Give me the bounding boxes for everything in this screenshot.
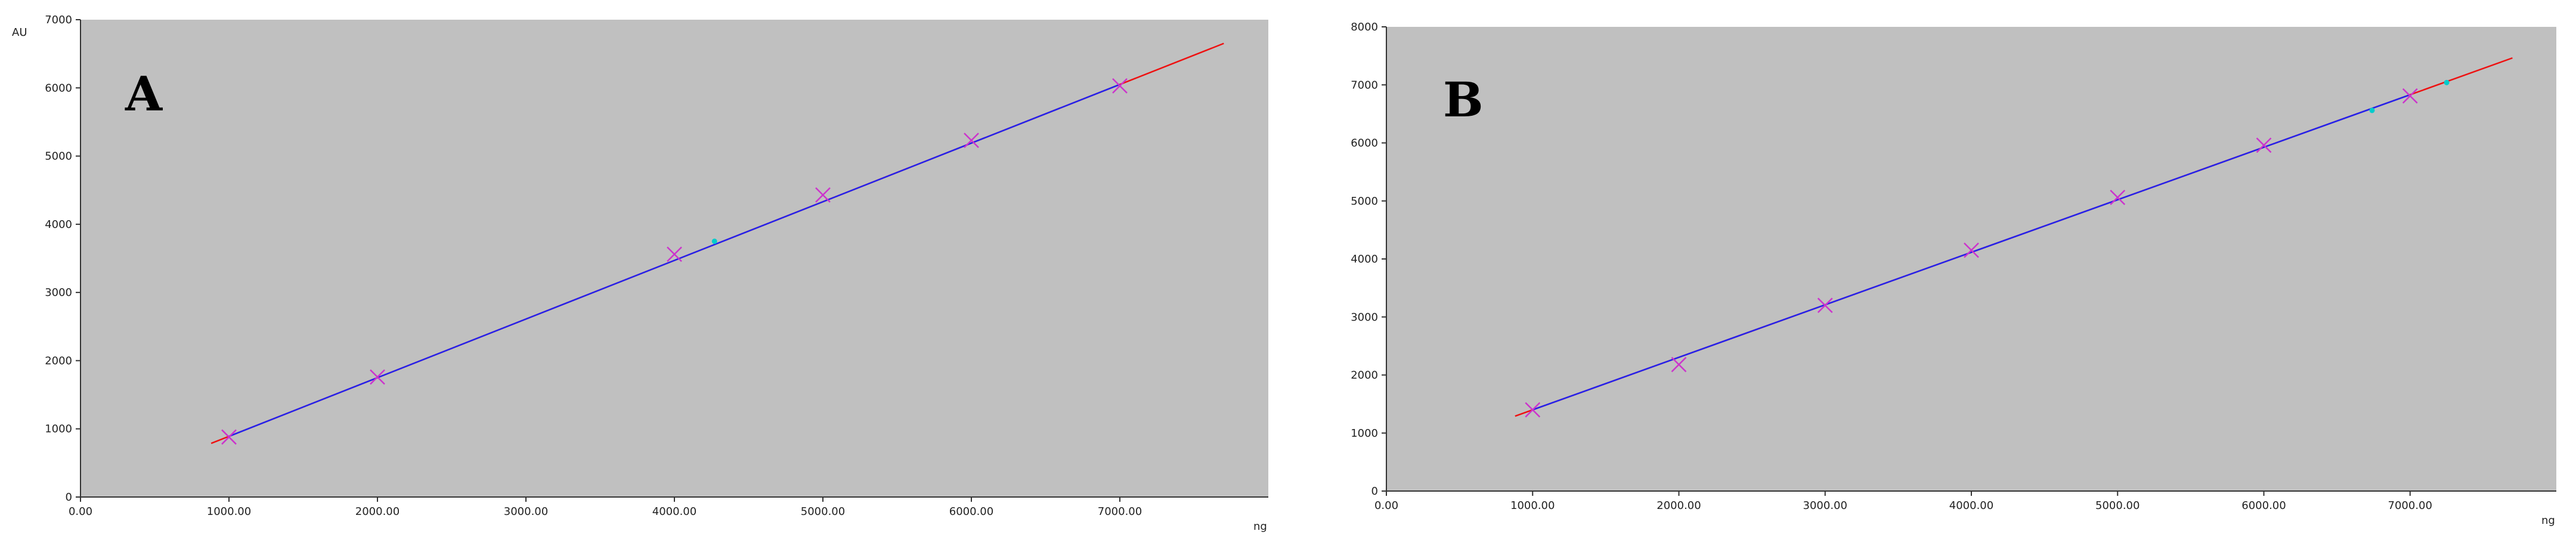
chart-a-y-tick-label: 7000 (45, 14, 72, 26)
chart-b-regression-fit-line (1532, 94, 2411, 411)
chart-b-x-tick-label: 0.00 (1374, 499, 1398, 512)
chart-a-y-tick-label: 0 (66, 491, 72, 504)
chart-b-y-tick-label: 1000 (1351, 427, 1378, 440)
chart-b-y-tick-label: 0 (1371, 485, 1378, 498)
chart-a-calibration-point (370, 369, 385, 385)
chart-b-calibration-point (2402, 88, 2418, 104)
chart-b-calibration-point (1671, 357, 1687, 372)
chart-a-svg: 0 1000 2000 3000 4000 5000 6000 7000 0.00 1000.00… (12, 14, 1268, 533)
chart-b-calibration-point (1817, 297, 1833, 313)
chart-a-x-tick-label: 6000.00 (949, 505, 993, 518)
chart-b-x-tick-label: 4000.00 (1949, 499, 1993, 512)
chart-a-x-tick-label: 5000.00 (801, 505, 845, 518)
chart-panel-a: 0 1000 2000 3000 4000 5000 6000 7000 0.00 1000.00… (12, 14, 1268, 533)
chart-b-x-tick-label: 1000.00 (1510, 499, 1555, 512)
chart-a-y-tick-label: 2000 (45, 354, 72, 367)
chart-b-sample-point (2369, 107, 2375, 113)
chart-a-y-tick-label: 5000 (45, 150, 72, 163)
chart-b-calibration-point (1964, 242, 1979, 258)
chart-b-x-axis-label: ng (2541, 514, 2555, 527)
chart-b-x-tick-label: 7000.00 (2388, 499, 2432, 512)
chart-a-calibration-point (221, 429, 237, 445)
chart-panel-b: 0 1000 2000 3000 4000 5000 6000 7000 8000 0.00 100… (1288, 0, 2576, 537)
chart-a-x-tick-label: 2000.00 (355, 505, 400, 518)
chart-a-y-axis-label: AU (12, 26, 27, 39)
chart-b-y-tick-label: 7000 (1351, 79, 1378, 91)
chart-b-x-tick-label: 5000.00 (2095, 499, 2140, 512)
chart-a-calibration-point (667, 246, 682, 263)
chart-a-x-axis-label: ng (1253, 520, 1267, 533)
chart-b-calibration-point (2110, 190, 2126, 205)
chart-b-lines (1515, 57, 2513, 417)
chart-b-plot-area (1386, 27, 2556, 491)
chart-a-y-tick-label: 6000 (45, 82, 72, 94)
chart-a-x-tick-label: 1000.00 (207, 505, 251, 518)
chart-b-y-tick-label: 8000 (1351, 21, 1378, 33)
chart-b-y-tick-label: 2000 (1351, 369, 1378, 382)
chart-b-y-tick-label: 5000 (1351, 195, 1378, 208)
chart-a-marks (221, 78, 1128, 445)
chart-b-x-tick-label: 2000.00 (1657, 499, 1701, 512)
chart-b-calibration-point (2256, 137, 2272, 153)
chart-a-panel-label: A (125, 66, 163, 122)
chart-a-plot-area (80, 20, 1268, 497)
chart-b-sample-point (2444, 79, 2450, 85)
chart-a-calibration-point (1112, 78, 1128, 94)
chart-a-axes: 0 1000 2000 3000 4000 5000 6000 7000 0.00 1000.00… (45, 14, 1268, 518)
chart-b-x-tick-label: 6000.00 (2241, 499, 2286, 512)
chart-b-y-tick-label: 6000 (1351, 137, 1378, 150)
chart-b-axes: 0 1000 2000 3000 4000 5000 6000 7000 8000 0.00 100… (1351, 21, 2556, 512)
chart-a-y-tick-label: 4000 (45, 218, 72, 231)
chart-a-calibration-point (964, 132, 979, 149)
chart-b-calibration-point (1525, 402, 1541, 418)
chart-b-y-tick-label: 3000 (1351, 311, 1378, 323)
chart-a-x-tick-label: 3000.00 (504, 505, 548, 518)
chart-b-marks (1525, 79, 2450, 418)
chart-a-y-tick-label: 3000 (45, 286, 72, 299)
chart-b-y-tick-label: 4000 (1351, 253, 1378, 266)
chart-a-calibration-point (815, 187, 831, 203)
chart-a-x-tick-label: 4000.00 (652, 505, 696, 518)
chart-b-x-tick-label: 3000.00 (1803, 499, 1847, 512)
chart-a-y-tick-label: 1000 (45, 423, 72, 436)
chart-a-sample-point (711, 238, 717, 244)
chart-b-svg: 0 1000 2000 3000 4000 5000 6000 7000 8000 0.00 100… (1351, 21, 2556, 527)
chart-a-x-tick-label: 0.00 (69, 505, 92, 518)
chart-a-x-tick-label: 7000.00 (1098, 505, 1142, 518)
chart-b-panel-label: B (1443, 72, 1484, 128)
